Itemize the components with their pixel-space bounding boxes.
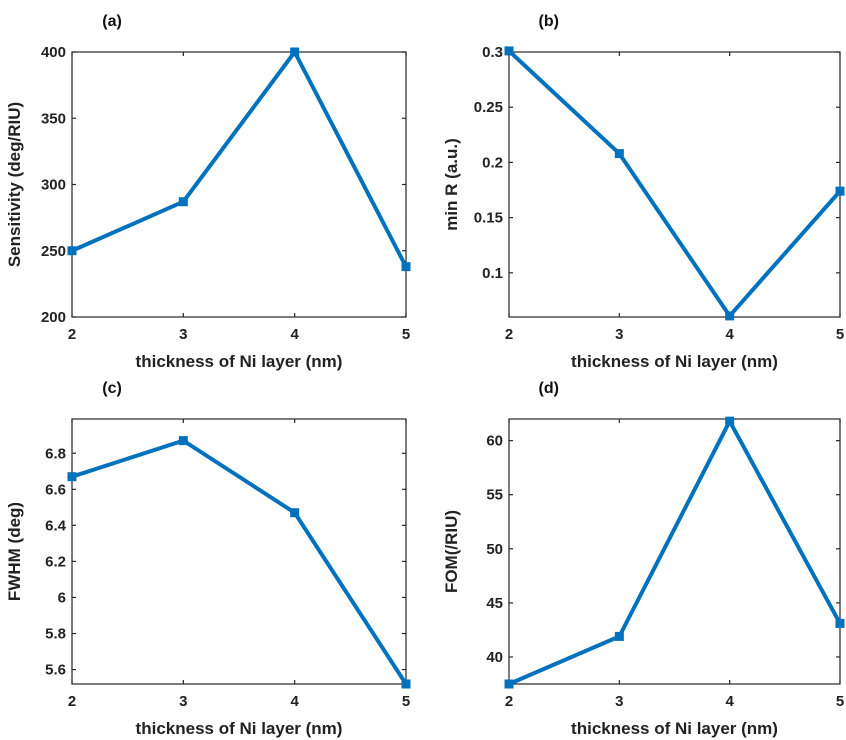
x-axis-label: thickness of Ni layer (nm) xyxy=(136,352,343,371)
y-tick-label: 300 xyxy=(41,177,66,194)
data-point xyxy=(290,508,300,518)
x-tick-label: 5 xyxy=(402,326,410,343)
plot-area xyxy=(71,51,407,318)
panel-a: (a) 2 3 4 5 200 250 300 350 400 thickness of Ni la… xyxy=(5,13,411,371)
panel-label: (b) xyxy=(539,13,559,30)
x-tick-label: 2 xyxy=(505,693,513,710)
data-point xyxy=(614,149,624,159)
x-tick-label: 4 xyxy=(725,326,734,343)
data-point xyxy=(504,679,514,689)
data-point xyxy=(504,46,514,56)
y-tick-label: 0.15 xyxy=(474,210,503,227)
x-axis-label: thickness of Ni layer (nm) xyxy=(571,352,778,371)
x-tick-label: 4 xyxy=(725,693,734,710)
x-tick-label: 3 xyxy=(615,326,623,343)
data-point xyxy=(67,472,77,482)
x-tick-label: 2 xyxy=(68,326,76,343)
panel-label: (a) xyxy=(102,13,122,30)
data-point xyxy=(67,246,77,256)
panel-b: (b) 2 3 4 5 0.1 0.15 0.2 0.25 0.3 thickness of Ni … xyxy=(442,13,845,371)
x-tick-label: 4 xyxy=(290,693,299,710)
y-tick-label: 50 xyxy=(486,541,503,558)
y-tick-label: 400 xyxy=(41,44,66,61)
data-point xyxy=(614,631,624,641)
x-axis-label: thickness of Ni layer (nm) xyxy=(136,719,343,738)
y-tick-label: 55 xyxy=(486,487,503,504)
y-tick-label: 5.8 xyxy=(45,626,66,643)
y-tick-label: 5.6 xyxy=(45,662,66,679)
y-tick-label: 6.6 xyxy=(45,481,66,498)
y-tick-label: 0.3 xyxy=(482,44,503,61)
x-tick-label: 3 xyxy=(179,326,187,343)
y-axis-label: FWHM (deg) xyxy=(5,502,24,601)
x-tick-label: 5 xyxy=(836,693,844,710)
y-axis-label: FOM(/RIU) xyxy=(442,510,461,593)
y-tick-label: 6.8 xyxy=(45,445,66,462)
x-tick-label: 2 xyxy=(68,693,76,710)
plot-area xyxy=(71,418,407,685)
plot-area xyxy=(508,51,841,318)
y-tick-label: 250 xyxy=(41,243,66,260)
y-tick-label: 0.1 xyxy=(482,265,503,282)
series-line xyxy=(71,50,408,268)
data-point xyxy=(178,436,188,446)
data-point xyxy=(178,197,188,207)
series-line xyxy=(508,419,842,686)
data-point xyxy=(835,186,845,196)
data-point xyxy=(725,311,735,321)
data-point xyxy=(835,618,845,628)
x-tick-label: 4 xyxy=(290,326,299,343)
x-tick-label: 2 xyxy=(505,326,513,343)
plot-area xyxy=(508,418,841,685)
y-tick-label: 6.2 xyxy=(45,553,66,570)
panel-label: (c) xyxy=(102,380,122,397)
x-tick-label: 3 xyxy=(615,693,623,710)
x-tick-label: 5 xyxy=(836,326,844,343)
x-axis-label: thickness of Ni layer (nm) xyxy=(571,719,778,738)
y-tick-label: 60 xyxy=(486,433,503,450)
data-point xyxy=(725,416,735,426)
data-point xyxy=(401,679,411,689)
data-point xyxy=(401,262,411,272)
y-tick-label: 200 xyxy=(41,309,66,326)
y-tick-label: 6 xyxy=(58,589,66,606)
y-axis-label: min R (a.u.) xyxy=(442,138,461,231)
y-tick-label: 45 xyxy=(486,595,503,612)
y-tick-label: 0.2 xyxy=(482,154,503,171)
y-tick-label: 350 xyxy=(41,110,66,127)
panel-c: (c) 2 3 4 5 5.6 5.8 6 6.2 6.4 6.6 6.8 thickness of N… xyxy=(5,380,411,738)
series-line xyxy=(507,49,842,318)
y-tick-label: 40 xyxy=(486,649,503,666)
data-point xyxy=(290,47,300,57)
y-axis-label: Sensitivity (deg/RIU) xyxy=(5,102,24,267)
y-tick-label: 0.25 xyxy=(474,99,503,116)
x-tick-label: 3 xyxy=(179,693,187,710)
panel-label: (d) xyxy=(539,380,559,397)
x-tick-label: 5 xyxy=(402,693,410,710)
y-tick-label: 6.4 xyxy=(45,517,67,534)
series-line xyxy=(71,438,408,686)
